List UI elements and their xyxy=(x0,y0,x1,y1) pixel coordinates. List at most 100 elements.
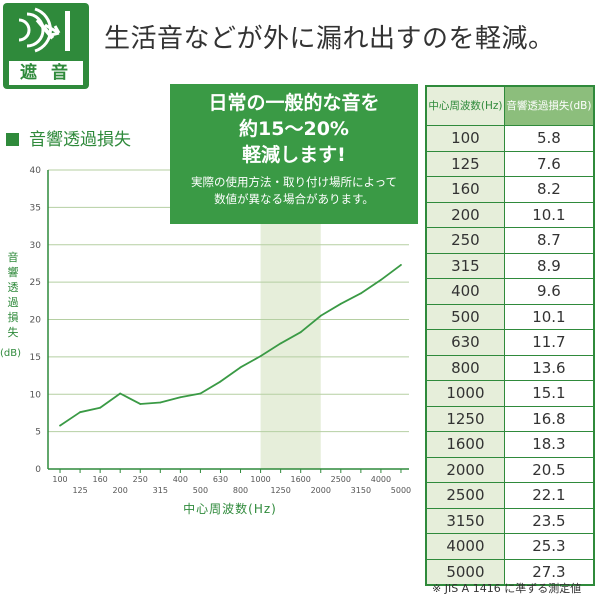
chart-title: 音響透過損失 xyxy=(6,125,131,150)
table-cell-frequency: 500 xyxy=(425,303,505,330)
table-cell-frequency: 3150 xyxy=(425,507,505,534)
x-tick-label: 160 xyxy=(92,475,107,484)
table-cell-loss: 25.3 xyxy=(503,533,595,560)
table-row: 315 8.9 xyxy=(425,252,595,279)
table-cell-frequency: 200 xyxy=(425,201,505,228)
data-point xyxy=(119,392,122,395)
y-axis-label: 音響透過損失 xyxy=(7,251,19,339)
y-tick-label: 35 xyxy=(30,203,41,213)
table-cell-frequency: 400 xyxy=(425,278,505,305)
y-tick-label: 30 xyxy=(30,241,42,251)
table-row: 1250 16.8 xyxy=(425,405,595,432)
x-tick-label: 4000 xyxy=(371,475,391,484)
table-row: 2000 20.5 xyxy=(425,456,595,483)
x-tick-label: 1000 xyxy=(250,475,270,484)
table-cell-frequency: 630 xyxy=(425,329,505,356)
table-cell-frequency: 160 xyxy=(425,176,505,203)
data-point xyxy=(359,292,362,295)
chart-title-text: 音響透過損失 xyxy=(29,130,131,150)
data-point xyxy=(339,302,342,305)
x-tick-label: 500 xyxy=(193,486,208,495)
table-cell-frequency: 1000 xyxy=(425,380,505,407)
table-cell-loss: 15.1 xyxy=(503,380,595,407)
table-cell-loss: 27.3 xyxy=(503,558,595,586)
y-tick-label: 10 xyxy=(30,390,42,400)
table-row: 630 11.7 xyxy=(425,329,595,356)
table-row: 5000 27.3 xyxy=(425,558,595,586)
y-tick-label: 15 xyxy=(30,353,41,363)
data-point xyxy=(199,392,202,395)
table-cell-loss: 8.2 xyxy=(503,176,595,203)
x-tick-label: 315 xyxy=(153,486,168,495)
x-tick-label: 200 xyxy=(113,486,128,495)
data-point xyxy=(299,331,302,334)
table-cell-loss: 10.1 xyxy=(503,303,595,330)
x-tick-label: 1250 xyxy=(270,486,290,495)
table-row: 160 8.2 xyxy=(425,176,595,203)
table-cell-frequency: 250 xyxy=(425,227,505,254)
table-cell-loss: 23.5 xyxy=(503,507,595,534)
data-point xyxy=(400,264,402,266)
table-row: 1600 18.3 xyxy=(425,431,595,458)
data-point xyxy=(99,406,102,409)
x-tick-label: 630 xyxy=(213,475,228,484)
data-point xyxy=(79,411,81,414)
data-point xyxy=(139,403,142,405)
table-cell-frequency: 800 xyxy=(425,354,505,381)
table-cell-loss: 8.7 xyxy=(503,227,595,254)
table-row: 800 13.6 xyxy=(425,354,595,381)
table-row: 3150 23.5 xyxy=(425,507,595,534)
sound-insulation-badge: 遮 音 xyxy=(3,3,89,89)
y-axis-unit: (dB) xyxy=(0,348,22,359)
data-point xyxy=(259,355,262,358)
table-row: 2500 22.1 xyxy=(425,482,595,509)
table-row: 250 8.7 xyxy=(425,227,595,254)
data-point xyxy=(179,396,182,399)
y-tick-label: 20 xyxy=(30,316,42,326)
table-row: 500 10.1 xyxy=(425,303,595,330)
table-body: 100 5.8 125 7.6 160 8.2 200 10.1 250 8.7 315 8.9 400… xyxy=(425,125,595,586)
sound-block-icon xyxy=(18,7,70,53)
headline: 生活音などが外に漏れ出すのを軽減。 xyxy=(104,24,555,54)
data-point xyxy=(159,401,162,404)
x-tick-label: 800 xyxy=(233,486,248,495)
x-tick-label: 400 xyxy=(173,475,188,484)
table-cell-frequency: 5000 xyxy=(425,558,505,586)
x-tick-label: 100 xyxy=(52,475,67,484)
table-cell-loss: 10.1 xyxy=(503,201,595,228)
data-table: 中心周波数(Hz) 音響透過損失(dB) 100 5.8 125 7.6 160 8.2 2… xyxy=(425,85,595,586)
x-tick-label: 2500 xyxy=(331,475,351,484)
table-cell-loss: 22.1 xyxy=(503,482,595,509)
x-tick-label: 2000 xyxy=(311,486,331,495)
y-tick-label: 25 xyxy=(30,278,41,288)
data-point xyxy=(319,314,322,317)
table-row: 400 9.6 xyxy=(425,278,595,305)
table-row: 200 10.1 xyxy=(425,201,595,228)
table-row: 1000 15.1 xyxy=(425,380,595,407)
x-tick-label: 1600 xyxy=(291,475,311,484)
table-cell-frequency: 1600 xyxy=(425,431,505,458)
table-cell-frequency: 1250 xyxy=(425,405,505,432)
callout-line-1: 日常の一般的な音を xyxy=(208,92,380,114)
table-cell-frequency: 2500 xyxy=(425,482,505,509)
table-cell-frequency: 4000 xyxy=(425,533,505,560)
callout-note-line-2: 数値が異なる場合があります。 xyxy=(214,192,374,206)
callout-line-2: 約15～20% xyxy=(239,118,349,140)
table-row: 100 5.8 xyxy=(425,125,595,152)
table-cell-loss: 20.5 xyxy=(503,456,595,483)
table-row: 4000 25.3 xyxy=(425,533,595,560)
table-cell-loss: 11.7 xyxy=(503,329,595,356)
x-tick-label: 5000 xyxy=(391,486,411,495)
y-tick-label: 5 xyxy=(35,428,41,438)
table-cell-loss: 13.6 xyxy=(503,354,595,381)
table-cell-frequency: 315 xyxy=(425,252,505,279)
callout-line-3: 軽減します! xyxy=(242,144,346,166)
badge-label: 遮 音 xyxy=(9,61,83,85)
data-point xyxy=(239,366,242,369)
data-point xyxy=(279,342,282,345)
y-tick-label: 40 xyxy=(30,166,42,176)
table-header-frequency: 中心周波数(Hz) xyxy=(425,85,505,126)
table-cell-frequency: 2000 xyxy=(425,456,505,483)
x-tick-label: 3150 xyxy=(351,486,371,495)
data-point xyxy=(59,424,61,427)
